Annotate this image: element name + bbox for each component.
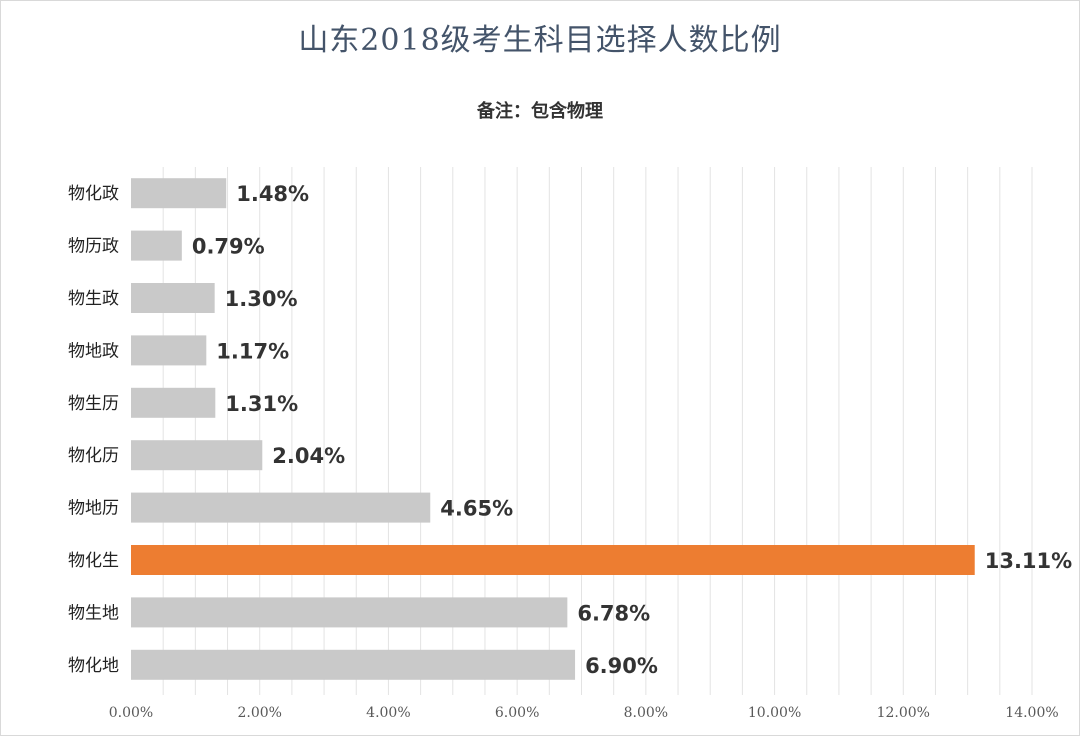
category-label: 物地政: [68, 341, 119, 361]
data-label: 6.78%: [577, 601, 650, 625]
bar-highlight: [131, 545, 975, 575]
category-label: 物地历: [68, 499, 119, 519]
chart-subtitle: 备注：包含物理: [477, 101, 603, 122]
x-tick-label: 14.00%: [1005, 705, 1058, 721]
data-label: 1.30%: [225, 287, 298, 311]
bar: [131, 387, 216, 418]
bar: [131, 230, 182, 261]
bar: [131, 440, 263, 471]
category-label: 物生政: [68, 289, 119, 309]
x-tick-label: 8.00%: [624, 705, 668, 721]
data-label: 1.17%: [216, 339, 289, 363]
data-label: 2.04%: [272, 444, 345, 468]
bar: [131, 178, 227, 209]
data-label: 6.90%: [585, 654, 658, 678]
bar: [131, 649, 576, 680]
data-label: 1.31%: [225, 392, 298, 416]
category-label: 物化历: [68, 446, 119, 466]
bar: [131, 597, 568, 628]
chart-title: 山东2018级考生科目选择人数比例: [298, 23, 782, 58]
x-tick-label: 2.00%: [237, 705, 281, 721]
x-tick-label: 12.00%: [877, 705, 930, 721]
data-label: 13.11%: [985, 549, 1072, 573]
bar: [131, 335, 207, 366]
data-label: 1.48%: [236, 182, 309, 206]
category-label: 物历政: [68, 237, 119, 257]
bar: [131, 283, 215, 313]
category-label: 物化政: [68, 184, 119, 204]
data-label: 4.65%: [440, 497, 513, 521]
data-label: 0.79%: [192, 235, 265, 259]
category-label: 物化地: [68, 656, 119, 676]
category-label: 物化生: [68, 551, 119, 571]
x-tick-label: 0.00%: [109, 705, 153, 721]
category-label: 物生历: [68, 394, 119, 414]
x-tick-label: 10.00%: [748, 705, 801, 721]
x-tick-label: 6.00%: [495, 705, 539, 721]
category-label: 物生地: [68, 603, 119, 623]
bar: [131, 492, 431, 523]
x-tick-label: 4.00%: [366, 705, 410, 721]
